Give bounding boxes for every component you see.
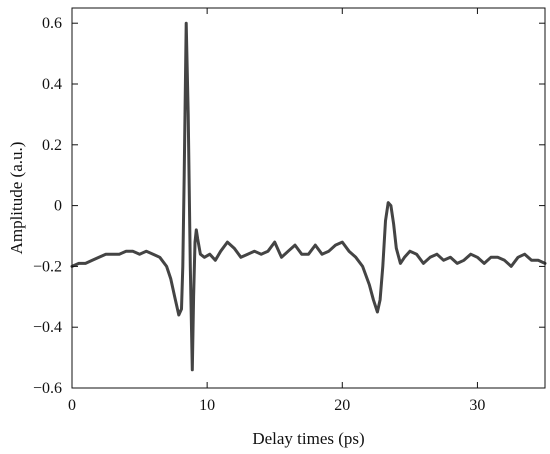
x-tick-label: 30 <box>469 397 485 414</box>
y-tick-label: 0.4 <box>42 76 62 93</box>
y-tick-label: −0.6 <box>33 380 62 397</box>
x-tick-label: 0 <box>68 397 76 414</box>
y-tick-label: −0.2 <box>33 258 62 275</box>
y-tick-label: −0.4 <box>33 319 62 336</box>
y-tick-label: 0 <box>54 198 62 215</box>
plot-frame <box>71 7 546 389</box>
x-axis-title: Delay times (ps) <box>252 429 364 448</box>
x-tick-label: 10 <box>199 397 215 414</box>
y-tick-label: 0.6 <box>42 15 62 32</box>
series-group <box>70 21 547 372</box>
ticks-group: 0 10 20 30 −0.6 −0.4 −0.2 0 0.2 0.4 0.6 <box>33 8 545 414</box>
x-tick-label: 20 <box>334 397 350 414</box>
y-tick-label: 0.2 <box>42 137 62 154</box>
series-line <box>70 21 547 372</box>
y-axis-title: Amplitude (a.u.) <box>7 142 26 255</box>
